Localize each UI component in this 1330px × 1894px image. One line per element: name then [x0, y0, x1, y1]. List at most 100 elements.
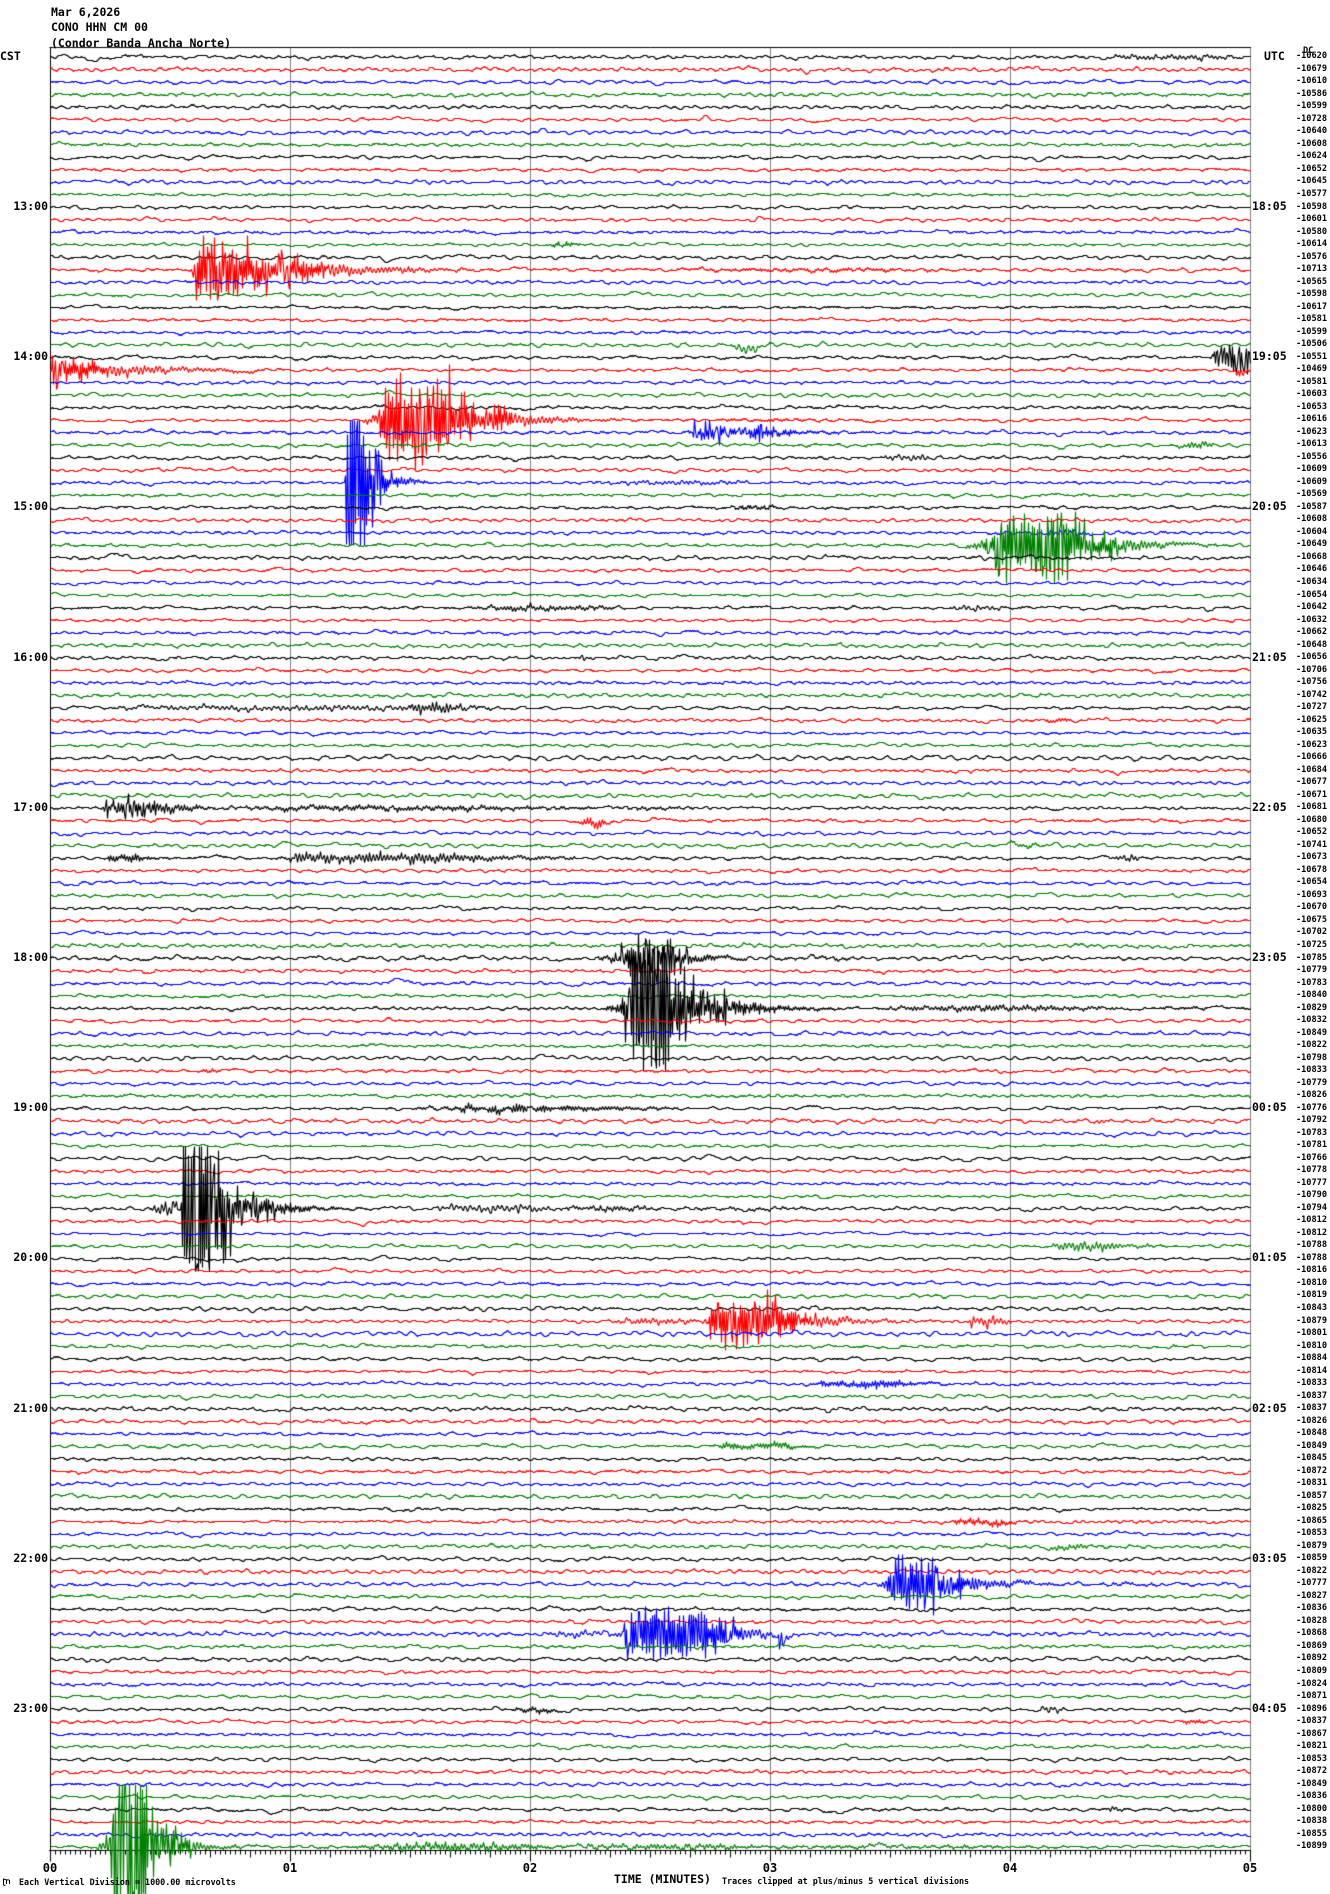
dc-value-label: -10865: [1295, 1515, 1327, 1526]
dc-value-label: -10587: [1295, 501, 1327, 512]
dc-value-label: -10581: [1295, 314, 1327, 325]
dc-value-label: -10899: [1295, 1841, 1327, 1852]
title-station-name: (Condor Banda Ancha Norte): [51, 35, 232, 50]
dc-value-label: -10869: [1295, 1640, 1327, 1651]
dc-value-label: -10604: [1295, 526, 1327, 537]
dc-value-label: -10849: [1295, 1440, 1327, 1451]
dc-value-label: -10879: [1295, 1315, 1327, 1326]
dc-value-label: -10624: [1295, 151, 1327, 162]
dc-value-label: -10785: [1295, 952, 1327, 963]
left-timezone-label: CST: [0, 49, 21, 63]
dc-value-label: -10742: [1295, 689, 1327, 700]
dc-value-label: -10824: [1295, 1678, 1327, 1689]
dc-value-label: -10872: [1295, 1766, 1327, 1777]
dc-value-label: -10825: [1295, 1503, 1327, 1514]
right-hour-label: 04:05: [1252, 1701, 1287, 1716]
dc-value-label: -10826: [1295, 1415, 1327, 1426]
dc-value-label: -10857: [1295, 1490, 1327, 1501]
right-timezone-label: UTC: [1264, 49, 1285, 63]
dc-value-label: -10635: [1295, 727, 1327, 738]
dc-value-label: -10725: [1295, 940, 1327, 950]
dc-value-label: -10681: [1295, 802, 1327, 813]
dc-value-label: -10801: [1295, 1328, 1327, 1339]
dc-value-label: -10816: [1295, 1265, 1327, 1276]
dc-value-label: -10810: [1295, 1277, 1327, 1288]
dc-value-label: -10794: [1295, 1202, 1327, 1213]
dc-value-label: -10859: [1295, 1553, 1327, 1564]
dc-value-label: -10779: [1295, 1077, 1327, 1088]
dc-value-label: -10668: [1295, 551, 1327, 562]
dc-value-label: -10776: [1295, 1102, 1327, 1113]
dc-value-label: -10610: [1295, 76, 1327, 87]
right-hour-label: 00:05: [1252, 1100, 1287, 1115]
dc-value-label: -10832: [1295, 1015, 1327, 1026]
dc-value-label: -10783: [1295, 1127, 1327, 1138]
footnote-vertical-division: Each Vertical Division = 1000.00 microvo…: [19, 1877, 236, 1887]
right-hour-label: 18:05: [1252, 199, 1287, 213]
dc-value-label: -10833: [1295, 1378, 1327, 1389]
dc-value-label: -10766: [1295, 1152, 1327, 1163]
dc-value-label: -10671: [1295, 789, 1327, 800]
left-hour-label: 16:00: [13, 649, 48, 664]
dc-value-label: -10684: [1295, 764, 1327, 775]
dc-value-label: -10778: [1295, 1165, 1327, 1176]
left-hour-label: 23:00: [13, 1701, 48, 1716]
title-date: Mar 6,2026: [51, 5, 121, 19]
left-hour-label: 21:00: [13, 1400, 48, 1415]
dc-value-label: -10828: [1295, 1615, 1327, 1626]
left-hour-label: 13:00: [13, 199, 48, 213]
dc-value-label: -10837: [1295, 1390, 1327, 1401]
dc-value-label: -10727: [1295, 702, 1327, 713]
dc-value-label: -10836: [1295, 1603, 1327, 1614]
dc-value-label: -10569: [1295, 489, 1327, 500]
dc-value-label: -10581: [1295, 376, 1327, 387]
dc-value-label: -10809: [1295, 1665, 1327, 1676]
dc-value-label: -10649: [1295, 539, 1327, 550]
dc-value-label: -10652: [1295, 827, 1327, 838]
dc-value-label: -10653: [1295, 401, 1327, 412]
dc-value-label: -10469: [1295, 364, 1327, 375]
dc-value-label: -10706: [1295, 664, 1327, 675]
dc-value-label: -10556: [1295, 451, 1327, 462]
dc-value-label: -10506: [1295, 339, 1327, 350]
dc-value-label: -10826: [1295, 1090, 1327, 1101]
dc-value-label: -10580: [1295, 226, 1327, 237]
left-hour-label: 14:00: [13, 349, 48, 364]
dc-value-label: -10819: [1295, 1290, 1327, 1301]
dc-value-label: -10702: [1295, 927, 1327, 938]
dc-value-label: -10814: [1295, 1365, 1327, 1376]
dc-value-label: -10741: [1295, 839, 1327, 850]
left-hour-label: 15:00: [13, 499, 48, 514]
dc-value-label: -10632: [1295, 614, 1327, 625]
dc-value-label: -10654: [1295, 877, 1327, 888]
dc-value-label: -10608: [1295, 138, 1327, 149]
dc-value-label: -10656: [1295, 652, 1327, 663]
dc-value-label: -10853: [1295, 1528, 1327, 1539]
dc-value-label: -10788: [1295, 1240, 1327, 1251]
right-hour-label: 23:05: [1252, 950, 1287, 965]
minute-tick-label: 01: [282, 1861, 298, 1875]
dc-value-label: -10790: [1295, 1190, 1327, 1201]
dc-value-label: -10892: [1295, 1653, 1327, 1664]
right-hour-label: 01:05: [1252, 1250, 1287, 1265]
dc-value-label: -10603: [1295, 389, 1327, 400]
dc-value-label: -10788: [1295, 1252, 1327, 1263]
dc-header-label: DC: [1303, 46, 1314, 56]
dc-value-label: -10623: [1295, 426, 1327, 437]
dc-value-label: -10662: [1295, 627, 1327, 638]
dc-value-label: -10642: [1295, 602, 1327, 613]
right-hour-label: 20:05: [1252, 499, 1287, 514]
right-hour-label: 03:05: [1252, 1550, 1287, 1565]
dc-value-label: -10896: [1295, 1703, 1327, 1714]
dc-value-label: -10645: [1295, 176, 1327, 187]
footnote-clipping: Traces clipped at plus/minus 5 vertical …: [722, 1876, 970, 1886]
minute-tick-label: 02: [522, 1861, 538, 1875]
dc-value-label: -10620: [1295, 51, 1327, 62]
dc-value-label: -10601: [1295, 214, 1327, 225]
dc-value-label: -10812: [1295, 1215, 1327, 1226]
dc-value-label: -10599: [1295, 326, 1327, 337]
dc-value-label: -10654: [1295, 589, 1327, 600]
dc-value-label: -10693: [1295, 889, 1327, 900]
dc-value-label: -10551: [1295, 351, 1327, 362]
x-axis-title: TIME (MINUTES): [614, 1872, 711, 1886]
